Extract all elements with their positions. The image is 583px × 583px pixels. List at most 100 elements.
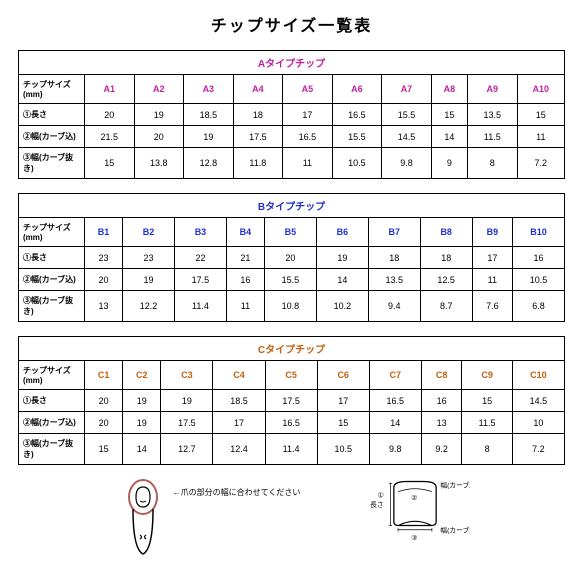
nail-diagram-icon: ① 長さ 幅(カーブ込) ② ③ 幅(カーブ無) (360, 479, 470, 547)
data-cell: 15 (85, 434, 123, 465)
data-cell: 23 (85, 247, 123, 269)
data-cell: 11.5 (468, 126, 518, 148)
row-label-size: チップサイズ(mm) (19, 218, 85, 247)
data-cell: 19 (123, 269, 175, 291)
data-cell: 18 (233, 104, 283, 126)
row-label-length: ①長さ (19, 104, 85, 126)
data-cell: 15 (431, 104, 467, 126)
data-cell: 21 (226, 247, 264, 269)
data-cell: 16 (513, 247, 565, 269)
data-cell: 17 (317, 390, 369, 412)
size-header: B2 (123, 218, 175, 247)
size-header: B3 (174, 218, 226, 247)
data-cell: 18 (368, 247, 420, 269)
data-cell: 19 (184, 126, 234, 148)
group-header: Bタイプチップ (19, 194, 565, 218)
size-table-0: Aタイプチップチップサイズ(mm)A1A2A3A4A5A6A7A8A9A10①長… (18, 50, 565, 179)
nail-num2: ② (411, 494, 417, 502)
size-header: A10 (517, 75, 564, 104)
group-header: Aタイプチップ (19, 51, 565, 75)
data-cell: 17.5 (233, 126, 283, 148)
size-header: A8 (431, 75, 467, 104)
data-cell: 6.8 (513, 291, 565, 322)
data-cell: 11.8 (233, 148, 283, 179)
data-cell: 17.5 (174, 269, 226, 291)
data-cell: 18 (420, 247, 472, 269)
size-header: B6 (316, 218, 368, 247)
data-cell: 8 (468, 148, 518, 179)
data-cell: 19 (161, 390, 213, 412)
data-cell: 16 (226, 269, 264, 291)
data-cell: 16.5 (283, 126, 333, 148)
nail-num1: ① (378, 492, 384, 500)
size-header: C3 (161, 361, 213, 390)
data-cell: 15 (317, 412, 369, 434)
size-header: A7 (382, 75, 432, 104)
tables-container: Aタイプチップチップサイズ(mm)A1A2A3A4A5A6A7A8A9A10①長… (18, 50, 565, 465)
data-cell: 12.2 (123, 291, 175, 322)
data-cell: 12.4 (213, 434, 265, 465)
nail-num3: ③ (411, 534, 417, 542)
data-cell: 10.2 (316, 291, 368, 322)
data-cell: 16.5 (265, 412, 317, 434)
data-cell: 11 (226, 291, 264, 322)
nail-length-label: 長さ (371, 501, 385, 509)
nail-width-out-label: 幅(カーブ無) (441, 525, 471, 534)
data-cell: 15 (85, 148, 135, 179)
data-cell: 8.7 (420, 291, 472, 322)
data-cell: 16.5 (369, 390, 421, 412)
size-header: A4 (233, 75, 283, 104)
data-cell: 17.5 (265, 390, 317, 412)
size-header: B9 (472, 218, 512, 247)
data-cell: 20 (85, 104, 135, 126)
data-cell: 10.8 (264, 291, 316, 322)
data-cell: 15.5 (382, 104, 432, 126)
data-cell: 10.5 (332, 148, 382, 179)
size-header: C8 (421, 361, 461, 390)
data-cell: 14 (123, 434, 161, 465)
size-table-1: Bタイプチップチップサイズ(mm)B1B2B3B4B5B6B7B8B9B10①長… (18, 193, 565, 322)
data-cell: 7.6 (472, 291, 512, 322)
data-cell: 16 (421, 390, 461, 412)
data-cell: 15.5 (332, 126, 382, 148)
size-header: C2 (123, 361, 161, 390)
data-cell: 13.5 (368, 269, 420, 291)
data-cell: 14 (431, 126, 467, 148)
data-cell: 17 (283, 104, 333, 126)
data-cell: 18.5 (184, 104, 234, 126)
data-cell: 15.5 (264, 269, 316, 291)
size-header: C5 (265, 361, 317, 390)
finger-icon (113, 479, 173, 559)
size-header: A6 (332, 75, 382, 104)
data-cell: 11 (517, 126, 564, 148)
data-cell: 18.5 (213, 390, 265, 412)
data-cell: 9.8 (369, 434, 421, 465)
data-cell: 23 (123, 247, 175, 269)
size-header: A9 (468, 75, 518, 104)
data-cell: 17.5 (161, 412, 213, 434)
data-cell: 12.8 (184, 148, 234, 179)
row-label-width-out: ③幅(カーブ抜き) (19, 434, 85, 465)
data-cell: 7.2 (512, 434, 564, 465)
row-label-width-in: ②幅(カーブ込) (19, 126, 85, 148)
nail-width-in-label: 幅(カーブ込) (441, 480, 471, 489)
data-cell: 10 (512, 412, 564, 434)
data-cell: 12.7 (161, 434, 213, 465)
data-cell: 11.4 (174, 291, 226, 322)
data-cell: 19 (316, 247, 368, 269)
finger-caption: ←爪の部分の幅に合わせてください (173, 487, 301, 498)
row-label-width-out: ③幅(カーブ抜き) (19, 148, 85, 179)
data-cell: 19 (123, 412, 161, 434)
data-cell: 13 (421, 412, 461, 434)
data-cell: 11.5 (462, 412, 513, 434)
size-header: C7 (369, 361, 421, 390)
data-cell: 9.2 (421, 434, 461, 465)
data-cell: 15 (517, 104, 564, 126)
size-header: B7 (368, 218, 420, 247)
size-header: A1 (85, 75, 135, 104)
data-cell: 16.5 (332, 104, 382, 126)
size-header: A2 (134, 75, 184, 104)
data-cell: 14.5 (512, 390, 564, 412)
data-cell: 20 (85, 412, 123, 434)
group-header: Cタイプチップ (19, 337, 565, 361)
